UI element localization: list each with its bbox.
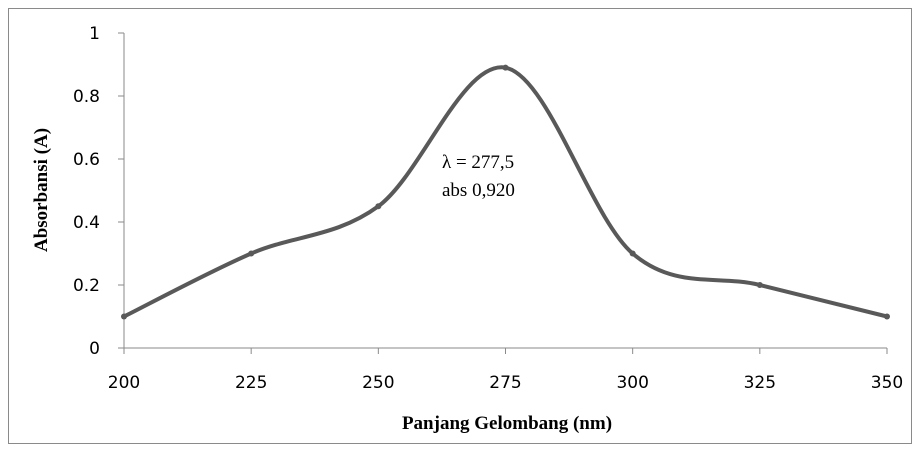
- tick-labels: 0 0.2 0.4 0.6 0.8 1 200 225 250 275 300 325 350: [73, 24, 903, 393]
- x-tick-label: 350: [871, 373, 903, 393]
- y-tick-label: 0.2: [73, 276, 100, 296]
- x-tick-label: 325: [744, 373, 776, 393]
- y-axis-title: Absorbansi (A): [31, 128, 52, 252]
- data-point: [121, 313, 127, 320]
- y-tick-label: 0.4: [73, 213, 100, 233]
- x-tick-label: 225: [235, 373, 267, 393]
- data-point: [375, 203, 382, 210]
- data-point: [502, 64, 509, 71]
- axes: [118, 32, 888, 354]
- data-point: [756, 282, 763, 288]
- chart-frame: [8, 8, 912, 444]
- y-tick-label: 0.6: [73, 150, 100, 170]
- y-tick-label: 0.8: [73, 87, 100, 107]
- data-point: [884, 313, 890, 320]
- data-point: [629, 250, 636, 257]
- x-tick-label: 250: [362, 373, 394, 393]
- data-point: [248, 250, 255, 257]
- annotation-lambda: λ = 277,5: [442, 152, 514, 173]
- x-axis-title: Panjang Gelombang (nm): [402, 413, 612, 434]
- y-tick-label: 1: [89, 24, 100, 44]
- y-tick-label: 0: [89, 339, 100, 359]
- annotation-abs: abs 0,920: [442, 180, 515, 201]
- x-tick-label: 300: [616, 373, 648, 393]
- x-tick-label: 200: [108, 373, 140, 393]
- x-tick-label: 275: [489, 373, 521, 393]
- data-points: [121, 64, 890, 320]
